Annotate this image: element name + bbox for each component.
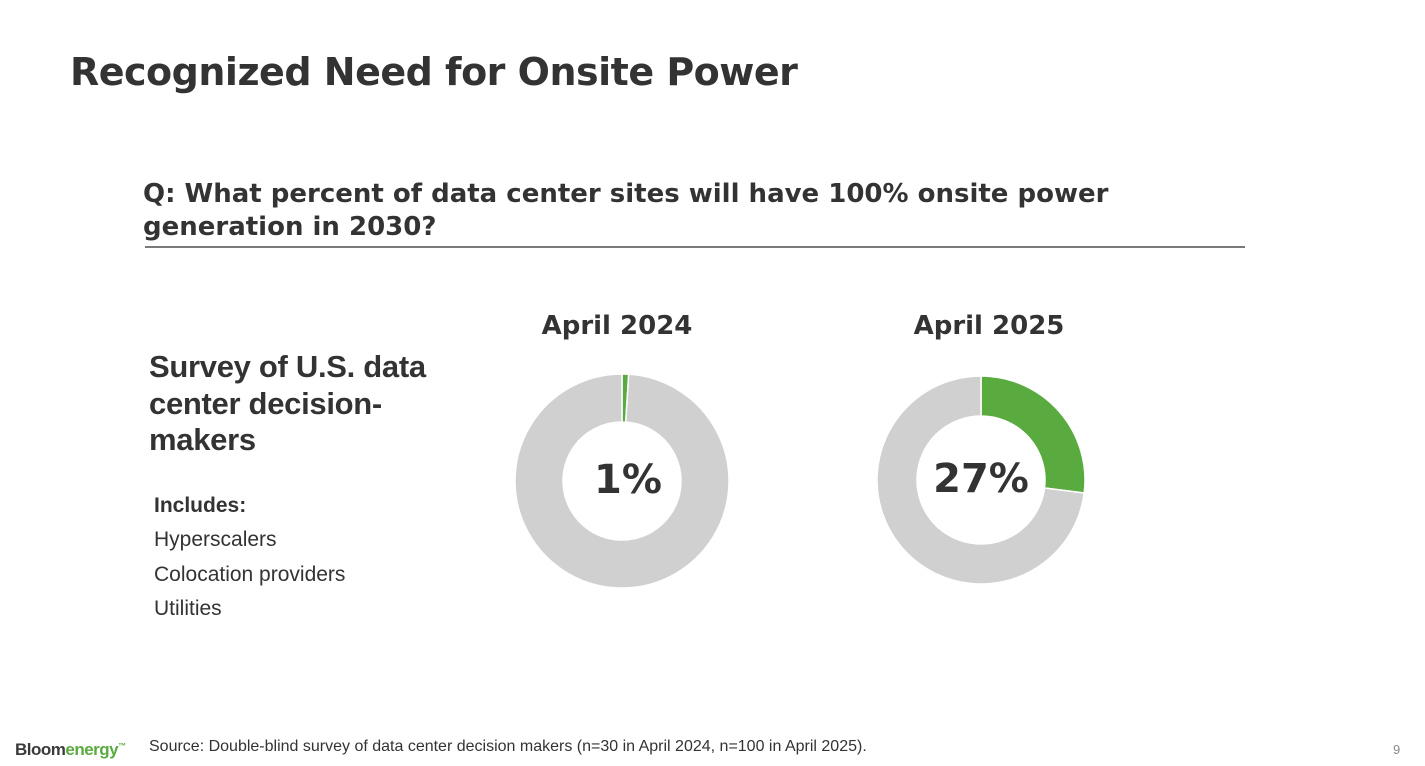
donut-slice-other — [876, 375, 1086, 585]
chart-title: April 2025 — [914, 311, 1065, 341]
chart-title: April 2024 — [542, 311, 693, 341]
donut-slices — [876, 375, 1086, 585]
donut-slices — [514, 373, 730, 589]
includes-item: Hyperscalers — [154, 528, 277, 551]
bloom-energy-logo: Bloomenergy™ — [15, 740, 126, 760]
donut-center-label: 1% — [594, 457, 662, 503]
includes-item: Utilities — [154, 597, 222, 620]
includes-item: Colocation providers — [154, 562, 346, 586]
survey-heading: Survey of U.S. data center decision-make… — [149, 349, 426, 457]
includes-label: Includes: — [154, 494, 247, 517]
survey-question: Q: What percent of data center sites wil… — [143, 179, 1109, 242]
donut-slice-other — [514, 373, 730, 589]
donut-center-label: 27% — [933, 456, 1029, 502]
includes-block: Includes: Hyperscalers Colocation provid… — [154, 489, 345, 627]
logo-energy-text: energy — [65, 740, 119, 759]
includes-list: Hyperscalers Colocation providers Utilit… — [154, 523, 345, 627]
donut-chart-april-2024: April 2024 1% — [514, 311, 730, 589]
page-number: 9 — [1393, 742, 1401, 757]
logo-trademark: ™ — [118, 741, 126, 751]
donut-chart-april-2025: April 2025 27% — [876, 311, 1086, 585]
slide-title: Recognized Need for Onsite Power — [70, 50, 798, 94]
logo-bloom-text: Bloom — [15, 740, 66, 759]
question-divider — [145, 246, 1245, 248]
source-note: Source: Double-blind survey of data cent… — [149, 738, 867, 755]
